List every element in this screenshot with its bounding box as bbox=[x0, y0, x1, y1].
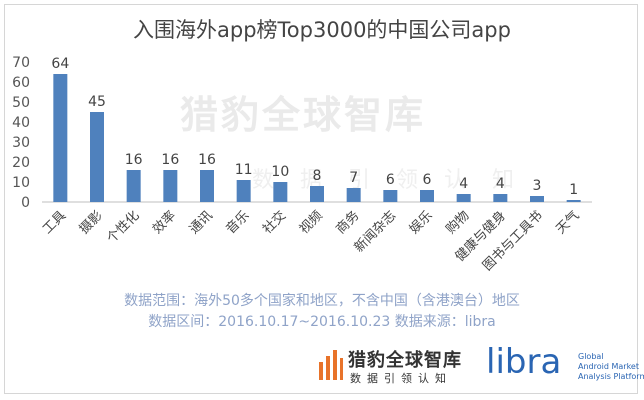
bar bbox=[420, 190, 434, 202]
y-tick-label: 10 bbox=[12, 175, 30, 191]
x-tick-label: 商务 bbox=[333, 208, 363, 238]
data-label: 4 bbox=[459, 176, 468, 192]
watermark-subtext: 数据引领认知 bbox=[252, 168, 541, 193]
data-label: 10 bbox=[271, 164, 289, 180]
data-label: 16 bbox=[125, 152, 143, 168]
bar bbox=[163, 170, 178, 202]
bar bbox=[126, 170, 141, 202]
libra-tagline-line: Android Market bbox=[578, 362, 639, 371]
y-tick-label: 60 bbox=[12, 75, 30, 91]
x-tick-label: 社交 bbox=[259, 208, 289, 238]
data-label: 8 bbox=[313, 168, 322, 184]
x-tick-label: 个性化 bbox=[104, 208, 142, 246]
data-label: 7 bbox=[349, 170, 358, 186]
data-label: 16 bbox=[198, 152, 216, 168]
data-label: 45 bbox=[88, 94, 106, 110]
data-range-note: 数据范围：海外50多个国家和地区，不含中国（含港澳台）地区 bbox=[124, 293, 520, 309]
x-tick-label: 购物 bbox=[443, 208, 473, 238]
bar bbox=[273, 182, 288, 202]
cheetah-brand: 猎豹全球智库 数据引领认知 bbox=[318, 344, 478, 388]
libra-tagline-line: Analysis Platform bbox=[578, 372, 644, 381]
data-label: 16 bbox=[161, 152, 179, 168]
data-period-note: 数据区间：2016.10.17~2016.10.23 数据来源：libra bbox=[148, 314, 496, 330]
x-tick-label: 天气 bbox=[553, 208, 583, 238]
x-tick-label: 摄影 bbox=[77, 208, 106, 237]
watermark-text: 猎豹全球智库 bbox=[180, 93, 427, 137]
y-tick-label: 50 bbox=[12, 95, 30, 111]
data-label: 6 bbox=[423, 172, 432, 188]
y-tick-label: 20 bbox=[12, 155, 30, 171]
bar bbox=[530, 196, 544, 202]
bar bbox=[90, 112, 104, 202]
brand-slogan: 数据引领认知 bbox=[350, 372, 452, 385]
libra-brand: libra Global Android Market Analysis Pla… bbox=[486, 342, 644, 388]
bar bbox=[200, 170, 214, 202]
libra-logo-text: libra bbox=[486, 342, 562, 382]
bar bbox=[346, 188, 361, 202]
data-label: 6 bbox=[386, 172, 395, 188]
x-tick-label: 视频 bbox=[297, 208, 326, 237]
data-label: 4 bbox=[496, 176, 505, 192]
bar bbox=[493, 194, 508, 202]
y-tick-label: 30 bbox=[12, 135, 30, 151]
bar bbox=[383, 190, 398, 202]
bar bbox=[236, 180, 251, 202]
libra-tagline-line: Global bbox=[578, 352, 604, 361]
bar bbox=[566, 200, 581, 202]
x-tick-label: 效率 bbox=[149, 208, 179, 238]
bar bbox=[456, 194, 471, 202]
y-tick-label: 0 bbox=[21, 195, 30, 211]
x-tick-label: 通讯 bbox=[187, 208, 216, 237]
y-tick-label: 40 bbox=[12, 115, 30, 131]
bar bbox=[310, 186, 324, 202]
cheetah-logo-icon bbox=[319, 350, 343, 380]
x-tick-label: 工具 bbox=[40, 208, 69, 237]
data-label: 64 bbox=[51, 56, 69, 72]
x-tick-label: 音乐 bbox=[223, 208, 253, 238]
x-tick-label: 娱乐 bbox=[407, 208, 436, 237]
bar bbox=[53, 74, 68, 202]
chart-title: 入围海外app榜Top3000的中国公司app bbox=[133, 18, 511, 42]
brand-name: 猎豹全球智库 bbox=[348, 350, 462, 371]
data-label: 1 bbox=[569, 182, 578, 198]
y-tick-label: 70 bbox=[12, 55, 30, 71]
data-label: 11 bbox=[235, 162, 253, 178]
data-label: 3 bbox=[533, 178, 542, 194]
libra-tagline: Global Android Market Analysis Platform bbox=[578, 352, 644, 382]
